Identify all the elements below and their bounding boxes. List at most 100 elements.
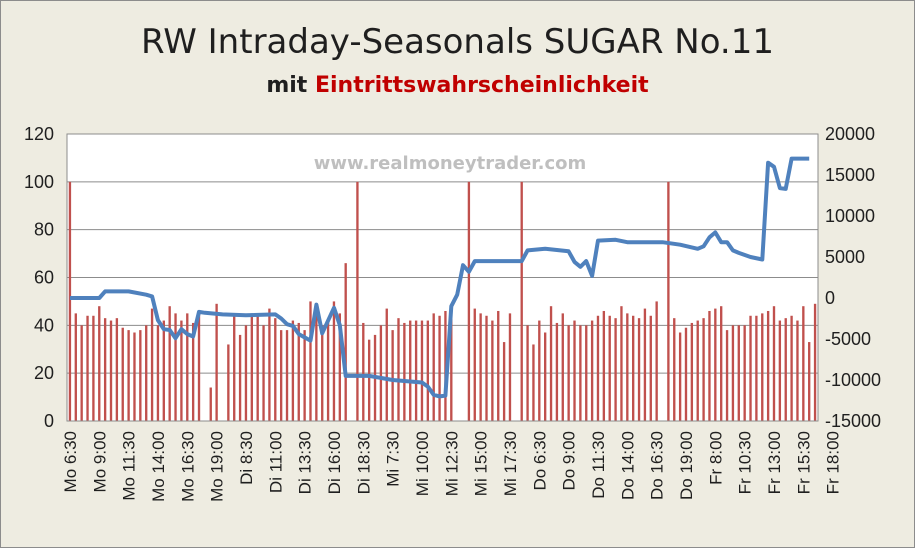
bar bbox=[643, 308, 647, 421]
bar bbox=[608, 315, 611, 421]
bar bbox=[391, 330, 394, 421]
bar bbox=[714, 308, 717, 421]
x-tick-label: Fr 15:30 bbox=[794, 431, 813, 494]
bar bbox=[338, 313, 341, 421]
bar bbox=[414, 320, 418, 421]
bar bbox=[215, 303, 218, 421]
bar bbox=[362, 322, 365, 421]
y-right-tick-label: 5000 bbox=[825, 247, 865, 267]
bar bbox=[778, 320, 782, 421]
bar bbox=[180, 320, 183, 421]
bar bbox=[796, 320, 799, 421]
x-tick-label: Mo 14:00 bbox=[149, 431, 168, 502]
bar bbox=[596, 315, 600, 421]
bar bbox=[209, 387, 212, 421]
bar bbox=[274, 318, 277, 421]
bar bbox=[696, 320, 699, 421]
chart-subtitle: mit Eintrittswahrscheinlichkeit bbox=[0, 73, 915, 98]
bar bbox=[356, 181, 359, 421]
bar bbox=[555, 322, 559, 421]
bar bbox=[326, 320, 330, 421]
bar bbox=[678, 332, 682, 421]
bar bbox=[262, 325, 265, 421]
x-tick-label: Do 16:30 bbox=[648, 431, 667, 500]
bar bbox=[772, 306, 776, 421]
bar bbox=[426, 320, 430, 421]
bar bbox=[315, 313, 318, 421]
x-tick-label: Fr 8:00 bbox=[706, 431, 725, 485]
line-series bbox=[69, 156, 810, 399]
bar bbox=[285, 330, 289, 421]
bar bbox=[473, 308, 476, 421]
bar bbox=[291, 320, 295, 421]
bar bbox=[344, 263, 347, 421]
subtitle-prefix: mit bbox=[266, 73, 315, 98]
bar bbox=[303, 330, 306, 421]
bar bbox=[637, 318, 641, 421]
bar bbox=[620, 306, 623, 421]
bar bbox=[614, 318, 617, 421]
x-tick-label: Di 13:30 bbox=[296, 431, 315, 494]
bar bbox=[708, 310, 711, 421]
bar bbox=[162, 320, 165, 421]
x-tick-label: Mo 6:30 bbox=[61, 431, 80, 492]
bar bbox=[367, 339, 371, 421]
bar bbox=[420, 320, 424, 421]
bar bbox=[133, 332, 136, 421]
bar bbox=[755, 315, 758, 421]
x-tick-label: Do 14:00 bbox=[618, 431, 637, 500]
x-tick-label: Do 9:00 bbox=[560, 431, 579, 491]
x-tick-label: Fr 13:00 bbox=[765, 431, 784, 494]
bar bbox=[720, 306, 723, 421]
y-left-tick-label: 20 bbox=[34, 363, 54, 383]
bar bbox=[497, 310, 500, 421]
bar bbox=[92, 315, 95, 421]
y-right-tick-label: 15000 bbox=[825, 165, 875, 185]
bar bbox=[68, 181, 72, 421]
bar bbox=[309, 301, 312, 421]
bar bbox=[749, 315, 752, 421]
bar bbox=[673, 318, 676, 421]
bar bbox=[502, 342, 506, 421]
bar bbox=[409, 320, 412, 421]
bar bbox=[80, 325, 83, 421]
plot-border bbox=[66, 133, 819, 422]
bar bbox=[585, 325, 588, 421]
bar bbox=[227, 344, 230, 421]
x-axis: Mo 6:30 Mo 9:00 Mo 11:30 Mo 14:00 Mo 16:30 Mo… bbox=[61, 431, 843, 502]
x-tick-label: Mi 12:30 bbox=[442, 431, 461, 496]
bar bbox=[321, 325, 324, 421]
x-tick-label: Do 19:00 bbox=[677, 431, 696, 500]
bar bbox=[156, 325, 160, 421]
bar bbox=[121, 327, 124, 421]
bar bbox=[632, 315, 635, 421]
bar bbox=[561, 313, 564, 421]
bar bbox=[702, 318, 705, 421]
bar bbox=[649, 315, 652, 421]
bar bbox=[690, 322, 694, 421]
y-right-tick-label: -15000 bbox=[825, 411, 881, 431]
bar bbox=[297, 322, 300, 421]
x-tick-label: Mo 11:30 bbox=[120, 431, 139, 501]
subtitle-highlight: Eintrittswahrscheinlichkeit bbox=[314, 73, 649, 98]
watermark: www.realmoneytrader.com bbox=[314, 153, 587, 174]
bar bbox=[790, 315, 793, 421]
bar bbox=[655, 301, 658, 421]
bar bbox=[74, 313, 77, 421]
y-right-tick-label: 0 bbox=[825, 288, 835, 308]
bar bbox=[432, 313, 435, 421]
bar bbox=[667, 181, 670, 421]
x-tick-label: Mi 17:30 bbox=[501, 431, 520, 496]
y-axis-right: -15000 -10000 -5000 0 5000 10000 15000 20000 bbox=[825, 124, 881, 431]
bar bbox=[602, 310, 606, 421]
x-tick-label: Do 6:30 bbox=[530, 431, 549, 491]
bar bbox=[403, 322, 406, 421]
bar bbox=[538, 320, 541, 421]
y-left-tick-label: 40 bbox=[34, 315, 54, 335]
bar bbox=[549, 306, 553, 421]
x-tick-label: Do 11:30 bbox=[589, 431, 608, 499]
bar bbox=[467, 181, 471, 421]
bar bbox=[532, 344, 535, 421]
bar bbox=[438, 315, 441, 421]
bar bbox=[174, 313, 177, 421]
